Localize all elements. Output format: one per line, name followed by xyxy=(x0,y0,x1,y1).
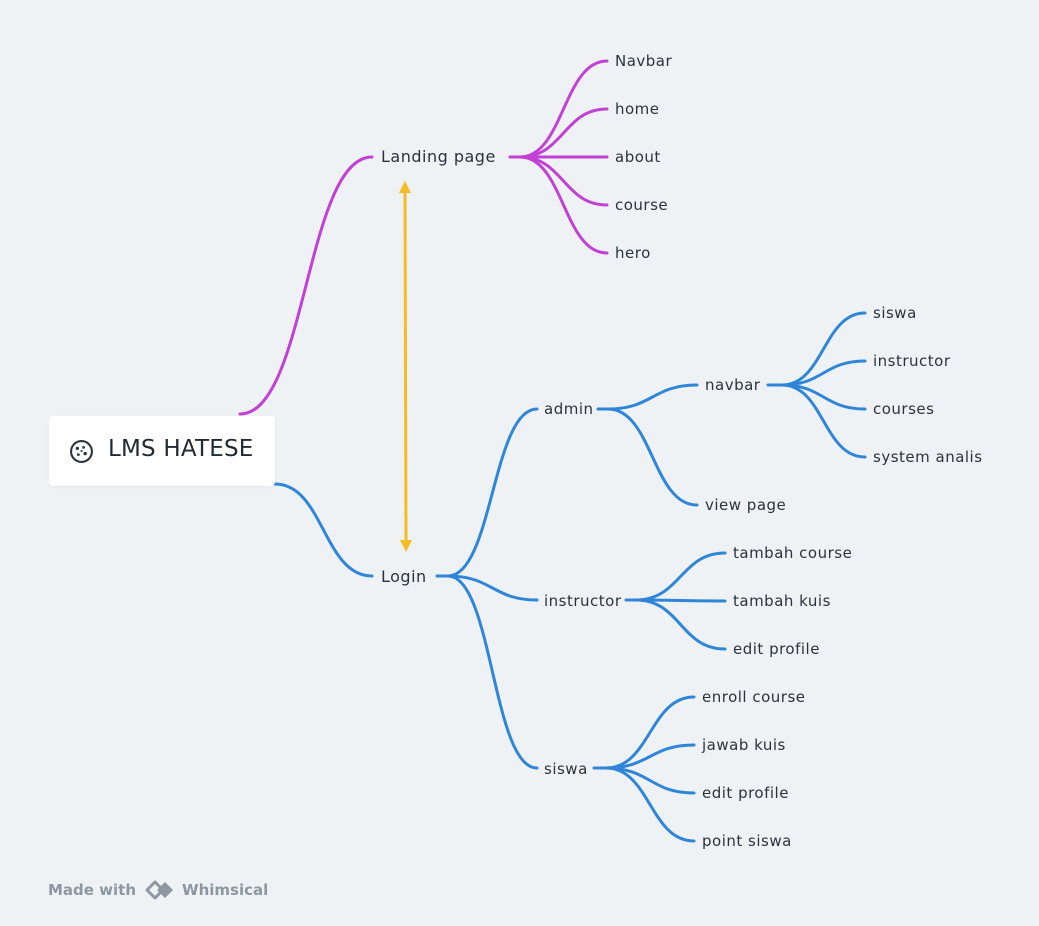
edge-navbar-child-0 xyxy=(780,311,867,387)
edge-instructor-child-2 xyxy=(634,598,727,651)
node-landing-hero[interactable]: hero xyxy=(615,244,651,262)
arrow-shaft xyxy=(403,189,408,545)
edge-landing-child-0 xyxy=(518,59,609,159)
bidirectional-arrow xyxy=(399,181,412,552)
edge-landing-child-3 xyxy=(518,155,609,207)
edge-siswa-child-1 xyxy=(604,743,696,770)
node-landing-navbar[interactable]: Navbar xyxy=(615,52,673,70)
node-landing-about[interactable]: about xyxy=(615,148,661,166)
footer-made-with[interactable]: Made with Whimsical xyxy=(48,877,268,903)
edge-login-instructor xyxy=(446,574,539,602)
node-siswa-edit-profile[interactable]: edit profile xyxy=(702,784,789,802)
node-admin[interactable]: admin xyxy=(544,400,594,418)
node-point-siswa[interactable]: point siswa xyxy=(702,832,792,850)
edge-login-siswa xyxy=(446,574,539,770)
whimsical-brand-label: Whimsical xyxy=(182,881,269,899)
node-instructor-edit-profile[interactable]: edit profile xyxy=(733,640,820,658)
edge-siswa-child-0 xyxy=(604,695,696,770)
edge-login-admin xyxy=(446,407,539,578)
node-admin-navbar[interactable]: navbar xyxy=(705,376,761,394)
node-tambah-kuis[interactable]: tambah kuis xyxy=(733,592,831,610)
edge-admin-viewpage xyxy=(606,407,699,507)
edge-instructor-child-0 xyxy=(634,551,727,602)
node-tambah-course[interactable]: tambah course xyxy=(733,544,853,562)
node-landing-home[interactable]: home xyxy=(615,100,660,118)
node-navbar-instructor[interactable]: instructor xyxy=(873,352,951,370)
node-view-page[interactable]: view page xyxy=(705,496,787,514)
node-navbar-system-analis[interactable]: system analis xyxy=(873,448,983,466)
node-navbar-siswa[interactable]: siswa xyxy=(873,304,917,322)
made-with-label: Made with xyxy=(48,881,137,899)
edge-root-landing xyxy=(238,155,374,416)
edge-root-login xyxy=(273,482,374,578)
arrow-head-down xyxy=(400,540,412,552)
edge-navbar-child-3 xyxy=(780,383,867,459)
root-node[interactable]: LMS HATESE xyxy=(49,416,275,486)
node-login[interactable]: Login xyxy=(381,567,427,586)
arrow-head-up xyxy=(399,181,411,193)
node-landing-page[interactable]: Landing page xyxy=(381,147,496,166)
node-siswa[interactable]: siswa xyxy=(544,760,588,778)
whimsical-logo-icon xyxy=(145,880,174,900)
edge-landing-child-1 xyxy=(518,107,609,159)
edge-siswa-child-3 xyxy=(604,766,696,843)
root-label: LMS HATESE xyxy=(108,436,254,462)
node-landing-course[interactable]: course xyxy=(615,196,669,214)
node-jawab-kuis[interactable]: jawab kuis xyxy=(702,736,786,754)
edges xyxy=(238,59,867,843)
node-instructor[interactable]: instructor xyxy=(544,592,622,610)
edge-navbar-child-1 xyxy=(780,359,867,387)
cookie-icon xyxy=(70,440,93,463)
edge-admin-navbar xyxy=(606,383,699,411)
node-navbar-courses[interactable]: courses xyxy=(873,400,935,418)
node-enroll-course[interactable]: enroll course xyxy=(702,688,806,706)
edge-landing-child-4 xyxy=(518,155,609,255)
